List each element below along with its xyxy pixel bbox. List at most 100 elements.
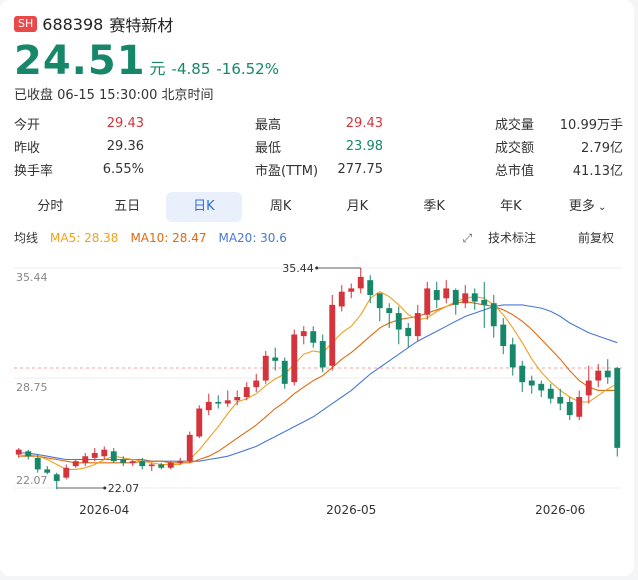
candle-body (234, 397, 241, 401)
candle-body (376, 293, 383, 309)
stat-value-prev-close: 29.36 (106, 139, 144, 154)
ma5-value: MA5: 28.38 (50, 230, 119, 245)
candle-body (215, 401, 222, 404)
candle-body (224, 400, 231, 404)
stock-code: 688398 (42, 14, 104, 34)
tab-monthly-k[interactable]: 月K (346, 199, 369, 214)
stat-value-turnover: 6.55% (102, 162, 144, 177)
candle-body (386, 308, 393, 314)
stat-value-volume: 10.99万手 (559, 118, 623, 133)
candle-body (262, 355, 269, 381)
candle-body (101, 449, 108, 457)
ma5-line (18, 291, 618, 470)
kline-chart[interactable]: 35.44 28.75 22.07 2026-04 2026-05 2026-06 35.4… (0, 252, 634, 524)
candle-body (452, 290, 459, 305)
candle-body (528, 380, 535, 386)
candle-body (148, 464, 155, 467)
ma20-value: MA20: 30.6 (218, 230, 287, 245)
candle-body (367, 280, 374, 295)
candle-body (272, 357, 279, 361)
low-annotation-dot (103, 486, 107, 490)
candle-body (481, 299, 488, 305)
stat-label: 换手率 (14, 164, 54, 179)
candle-body (186, 434, 193, 462)
candle-body (129, 461, 136, 463)
stat-value-low: 23.98 (345, 139, 383, 154)
candle-body (300, 331, 307, 337)
stock-name: 赛特新材 (109, 16, 174, 35)
candle-body (281, 360, 288, 384)
candle-body (509, 344, 516, 368)
candle-body (500, 324, 507, 346)
candle-body (443, 288, 450, 299)
stat-value-market-cap: 41.13亿 (572, 164, 623, 179)
candle-body (82, 456, 89, 463)
stat-label: 总市值 (495, 164, 535, 179)
y-tick-label: 22.07 (16, 474, 48, 487)
stat-label: 昨收 (14, 141, 41, 156)
price-row: 24.51 元 -4.85 -16.52% (14, 38, 279, 84)
market-badge: SH (14, 16, 38, 32)
candle-body (177, 461, 184, 463)
candle-body (91, 452, 98, 458)
current-price: 24.51 (14, 38, 146, 84)
ma-legend: 均线 MA5: 28.38 MA10: 28.47 MA20: 30.6 ⤢ 技… (14, 229, 626, 246)
high-annotation-dot (315, 266, 319, 270)
price-change-pct: -16.52% (216, 60, 279, 78)
price-change: -4.85 (171, 60, 211, 78)
candle-body (576, 397, 583, 417)
candle-body (348, 288, 355, 292)
market-status: 已收盘 06-15 15:30:00 北京时间 (14, 88, 214, 103)
candle-body (538, 383, 545, 391)
candle-body (253, 380, 260, 388)
tab-daily-k[interactable]: 日K (165, 192, 243, 222)
tab-intraday[interactable]: 分时 (37, 199, 64, 214)
x-tick-label: 2026-04 (79, 503, 129, 517)
candle-body (566, 401, 573, 416)
candle-body (34, 457, 41, 470)
candle-body (139, 461, 146, 467)
candle-body (167, 462, 174, 468)
candle-body (15, 449, 22, 455)
candle-body (424, 288, 431, 315)
candle-body (205, 401, 212, 411)
candle-body (595, 370, 602, 381)
stats-col-3: 成交量 10.99万手 成交额 2.79亿 总市值 41.13亿 (495, 112, 623, 181)
ma-legend-label: 均线 (14, 231, 39, 245)
tab-quarterly-k[interactable]: 季K (423, 199, 445, 214)
stat-label: 最低 (255, 141, 282, 156)
candle-body (319, 341, 326, 368)
candle-body (604, 370, 611, 378)
candle-body (462, 293, 469, 304)
candle-body (405, 327, 412, 337)
candle-body (547, 388, 554, 399)
y-tick-label: 35.44 (16, 271, 48, 284)
technical-annotation-toggle[interactable]: ⤢ 技术标注 (463, 229, 548, 246)
candle-body (158, 464, 165, 468)
tab-more[interactable]: 更多 ⌄ (549, 192, 626, 222)
candle-body (72, 461, 79, 467)
tab-yearly-k[interactable]: 年K (500, 199, 522, 214)
candle-body (471, 293, 478, 302)
candle-body (414, 313, 421, 337)
candle-body (519, 365, 526, 383)
candle-body (243, 387, 250, 398)
stat-value-amount: 2.79亿 (581, 141, 623, 156)
ma20-line (18, 304, 618, 462)
stat-label: 最高 (255, 118, 282, 133)
ma10-value: MA10: 28.47 (130, 230, 207, 245)
stat-label: 成交额 (495, 141, 535, 156)
low-annotation-label: 22.07 (108, 482, 140, 495)
candle-body (291, 334, 298, 383)
candle-body (557, 397, 564, 404)
trend-icon: ⤢ (462, 231, 473, 245)
adjust-mode-toggle[interactable]: 前复权 (577, 231, 614, 245)
stat-label: 成交量 (495, 118, 535, 133)
candle-body (110, 451, 117, 462)
tab-five-day[interactable]: 五日 (114, 199, 141, 214)
stock-header: SH 688398 赛特新材 (14, 12, 173, 36)
tab-weekly-k[interactable]: 周K (269, 199, 292, 214)
stat-value-pe: 277.75 (337, 162, 384, 177)
candle-body (120, 459, 127, 463)
